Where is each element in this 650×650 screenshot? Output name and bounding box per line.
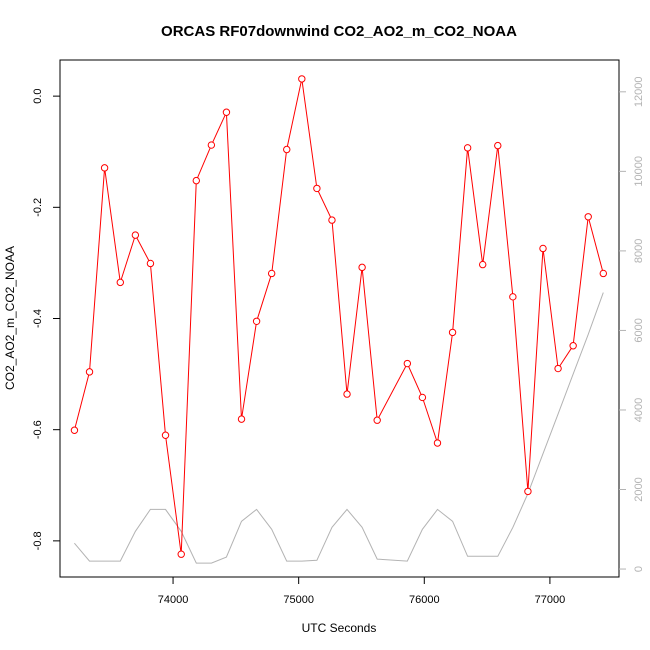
x-tick-label: 76000 — [409, 594, 440, 606]
data-point — [267, 269, 276, 278]
y-tick-label: -0.8 — [32, 531, 44, 550]
data-point — [161, 431, 170, 439]
data-point — [584, 213, 592, 221]
data-point — [85, 368, 94, 376]
data-point — [494, 141, 502, 150]
data-point — [100, 164, 109, 172]
data-point — [479, 260, 487, 269]
y-tick-label: -0.2 — [32, 198, 44, 217]
y-axis-label: CO2_AO2_m_CO2_NOAA — [3, 246, 17, 390]
y-tick-label: -0.6 — [32, 420, 44, 439]
right-y-tick-label: 10000 — [633, 156, 645, 187]
data-point — [509, 293, 517, 301]
data-point — [222, 108, 231, 116]
right-axis-series-line — [74, 292, 604, 564]
y-tick-label: -0.4 — [32, 309, 44, 328]
data-point — [599, 269, 607, 278]
data-point — [433, 439, 442, 447]
data-point — [403, 359, 412, 368]
data-point — [146, 259, 155, 268]
data-point — [116, 278, 124, 287]
data-point — [524, 487, 532, 496]
data-point — [313, 184, 321, 193]
right-y-tick-label: 2000 — [633, 477, 645, 501]
data-point — [343, 390, 351, 398]
chart-title: ORCAS RF07downwind CO2_AO2_m_CO2_NOAA — [161, 23, 517, 40]
data-point — [283, 145, 291, 154]
x-axis: 74000 75000 76000 77000 — [158, 577, 565, 606]
data-point — [539, 244, 547, 253]
right-y-tick-label: 8000 — [633, 239, 645, 263]
x-axis-label: UTC Seconds — [302, 621, 377, 635]
data-point — [448, 328, 457, 337]
right-y-tick-label: 12000 — [633, 77, 645, 108]
data-point — [373, 416, 381, 424]
data-point — [70, 426, 79, 434]
data-point — [358, 263, 366, 272]
data-point — [192, 176, 200, 185]
data-point — [554, 364, 562, 373]
x-tick-label: 74000 — [158, 594, 189, 606]
data-point — [131, 231, 140, 239]
data-point — [418, 393, 427, 402]
data-point — [252, 317, 261, 325]
right-y-axis: 0 2000 4000 6000 8000 10000 12000 — [619, 77, 645, 572]
data-point — [569, 342, 577, 350]
x-tick-label: 77000 — [535, 594, 566, 606]
series-layer — [70, 75, 607, 564]
data-point — [463, 144, 472, 152]
right-y-tick-label: 0 — [633, 566, 645, 572]
right-y-tick-label: 4000 — [633, 398, 645, 422]
y-axis: 0.0 -0.2 -0.4 -0.6 -0.8 — [32, 88, 60, 550]
right-y-tick-label: 6000 — [633, 318, 645, 342]
left-axis-series-line — [73, 78, 604, 555]
data-point — [328, 216, 336, 224]
data-point — [298, 75, 306, 83]
x-tick-label: 75000 — [283, 594, 314, 606]
data-point — [177, 550, 185, 558]
y-tick-label: 0.0 — [32, 88, 44, 103]
data-point — [237, 415, 246, 423]
plot-frame — [59, 59, 620, 578]
data-point — [207, 141, 216, 149]
